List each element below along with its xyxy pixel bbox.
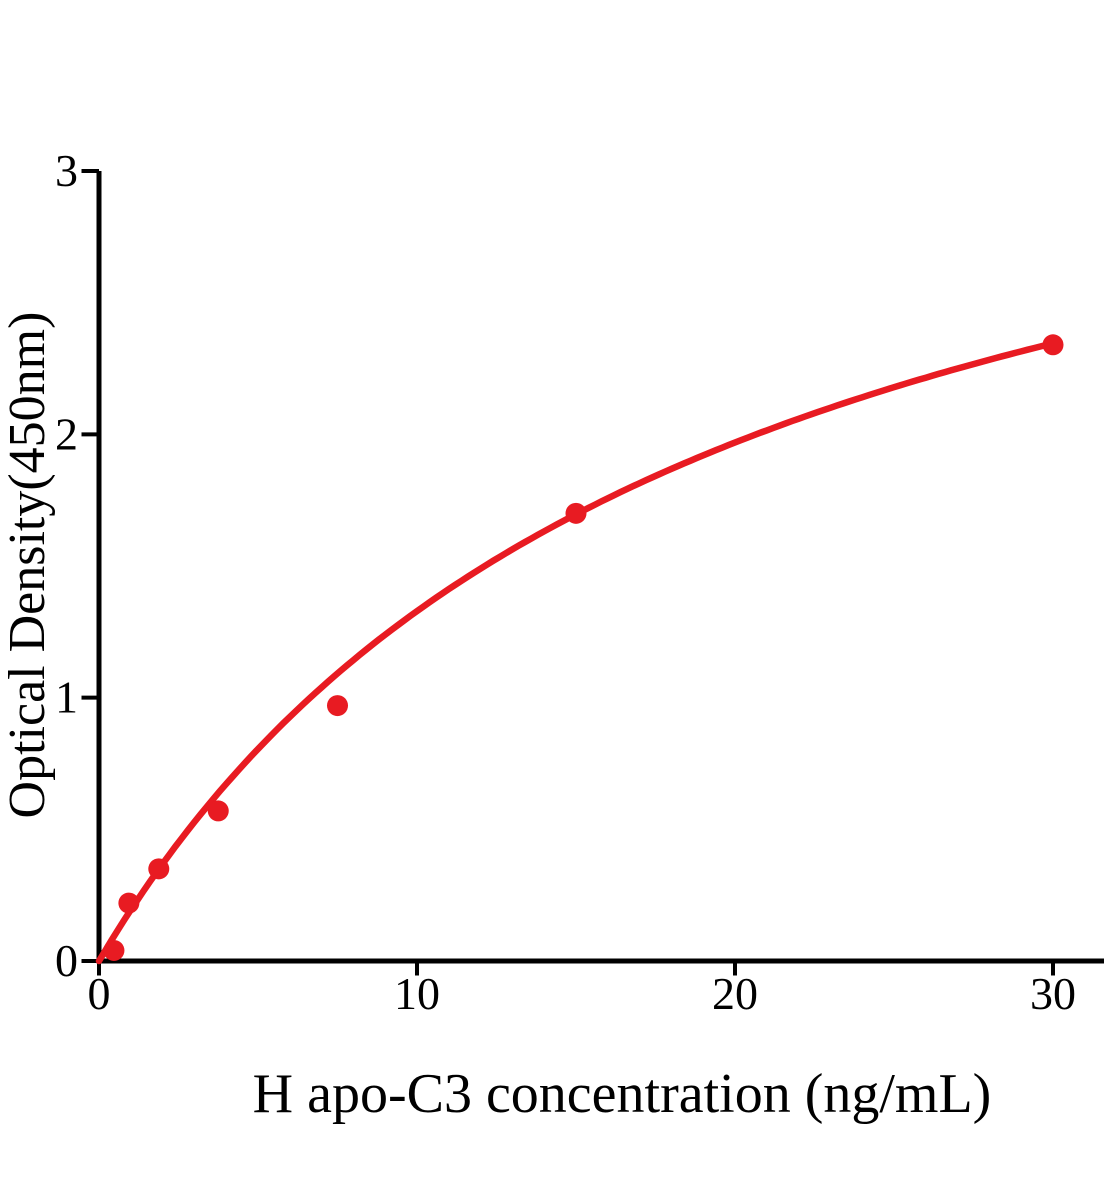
data-point <box>327 695 348 717</box>
x-tick-label: 0 <box>88 968 111 1019</box>
x-axis-title: H apo-C3 concentration (ng/mL) <box>253 1063 992 1125</box>
y-axis-title: Optical Density(450nm) <box>0 312 56 819</box>
data-point <box>207 800 229 822</box>
data-point <box>148 858 170 880</box>
data-point <box>565 502 587 524</box>
data-point <box>103 939 125 961</box>
fit-curve <box>95 340 1057 965</box>
plot-layer <box>95 334 1064 965</box>
x-tick-label: 30 <box>1030 968 1076 1019</box>
y-tick-label: 2 <box>55 408 78 459</box>
x-tick-label: 10 <box>394 968 440 1019</box>
y-tick-label: 1 <box>55 672 78 723</box>
y-tick-label: 3 <box>55 145 78 196</box>
x-tick-label: 20 <box>712 968 758 1019</box>
axes-layer: 0 10 20 30 0 1 2 3 <box>55 145 1104 1019</box>
y-tick-label: 0 <box>55 935 78 986</box>
data-point <box>1042 334 1064 356</box>
data-point <box>118 892 140 914</box>
